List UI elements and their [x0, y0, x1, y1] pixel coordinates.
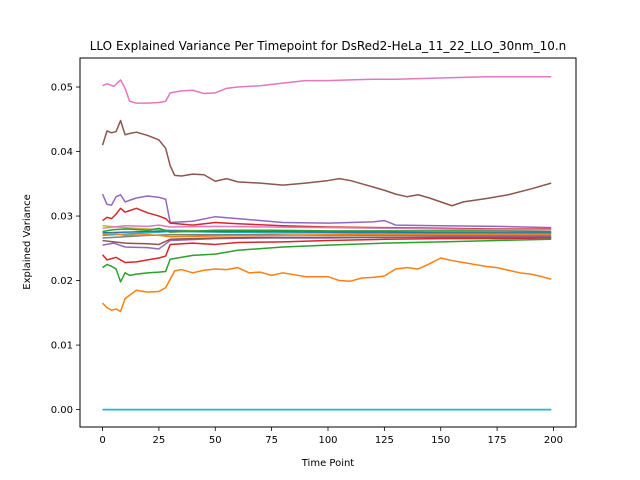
series-line-5 [102, 238, 552, 283]
axes-frame [79, 57, 577, 428]
x-tick-label: 0 [99, 435, 105, 446]
series-line-6 [102, 257, 552, 313]
series-line-1 [101, 119, 552, 207]
x-tick-label: 150 [431, 435, 450, 446]
x-axis-label: Time Point [301, 458, 355, 469]
y-axis: 0.00 0.01 0.02 0.03 0.04 0.05 [51, 83, 80, 416]
x-tick-label: 75 [265, 435, 278, 446]
series-line-11 [102, 227, 552, 233]
y-tick-label: 0.00 [51, 405, 73, 416]
x-tick-label: 50 [209, 435, 222, 446]
x-tick-label: 25 [153, 435, 166, 446]
y-axis-label: Explained Variance [22, 194, 33, 289]
series-line-12 [102, 232, 552, 238]
series-line-0 [102, 75, 552, 104]
plot-area [101, 75, 552, 411]
x-tick-label: 200 [544, 435, 563, 446]
chart-title: LLO Explained Variance Per Timepoint for… [90, 39, 567, 53]
y-tick-label: 0.04 [51, 147, 73, 158]
x-tick-label: 125 [375, 435, 394, 446]
x-tick-label: 175 [488, 435, 507, 446]
series-line-15 [102, 224, 552, 231]
y-tick-label: 0.03 [51, 212, 73, 223]
y-tick-label: 0.05 [51, 83, 73, 94]
series-line-10 [102, 230, 552, 234]
x-tick-label: 100 [318, 435, 337, 446]
y-tick-label: 0.02 [51, 276, 73, 287]
series-line-4 [101, 237, 552, 264]
y-tick-label: 0.01 [51, 341, 73, 352]
series-line-2 [101, 193, 552, 229]
series-line-14 [102, 236, 552, 246]
x-axis: 0 25 50 75 100 125 150 175 200 [99, 427, 563, 446]
